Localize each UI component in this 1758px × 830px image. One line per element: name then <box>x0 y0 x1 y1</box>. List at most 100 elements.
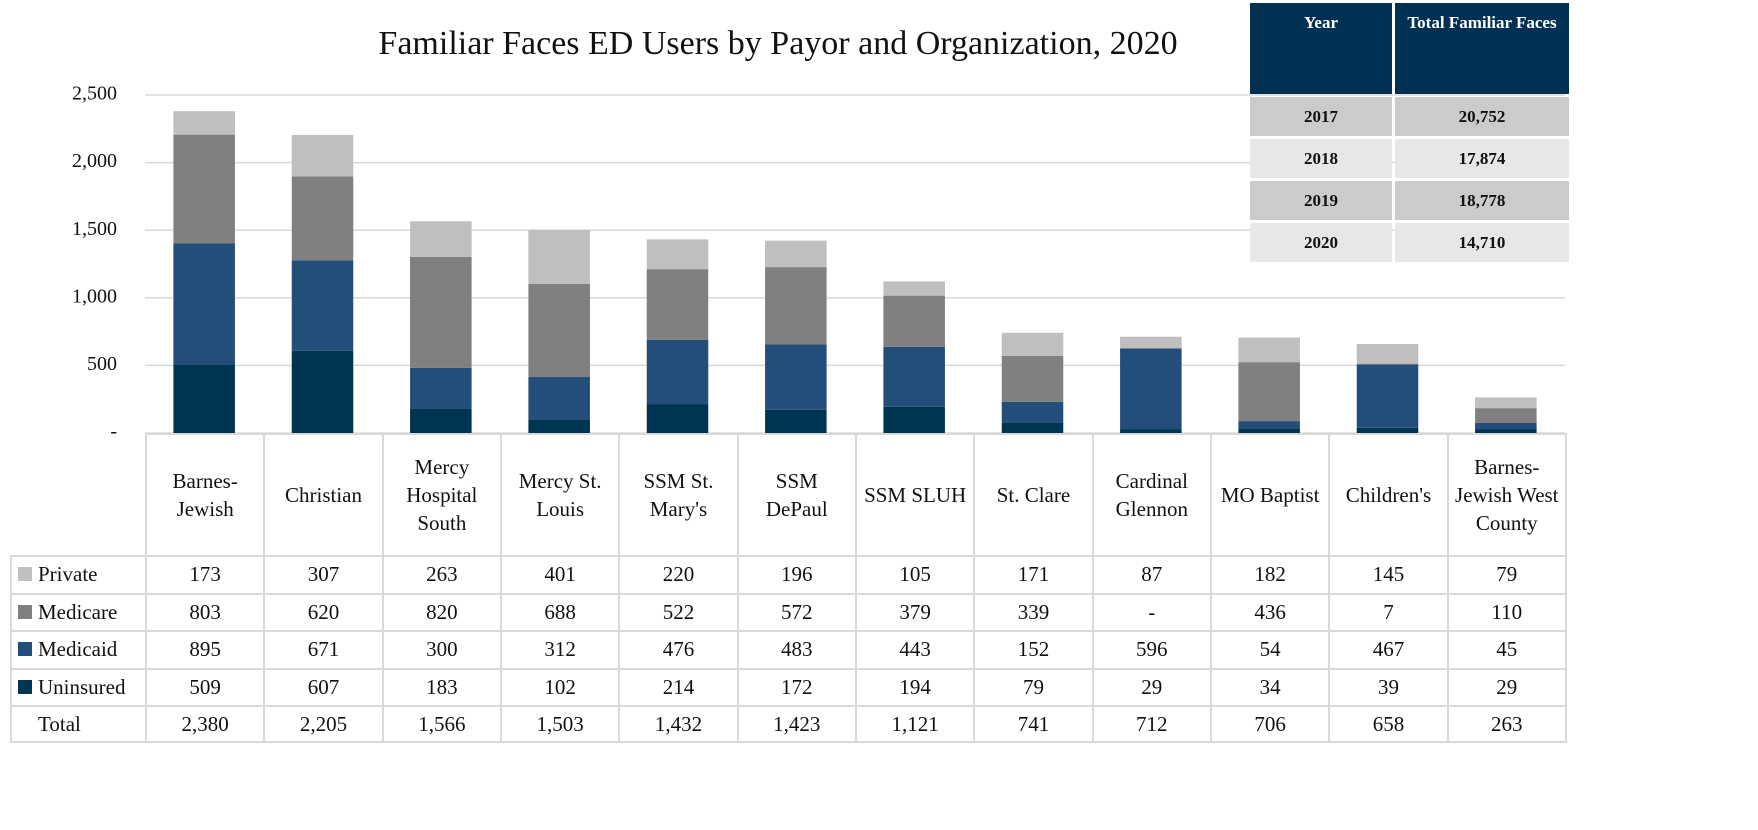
bar-segment <box>1356 344 1419 364</box>
total-cell: 1,121 <box>854 705 976 743</box>
bar-segment <box>883 281 945 296</box>
y-tick-label: 2,000 <box>72 150 117 172</box>
value-cell: 671 <box>263 630 384 670</box>
value-cell: 7 <box>1328 592 1449 632</box>
bar-segment <box>765 267 827 345</box>
bar-segment <box>646 339 709 405</box>
value-cell: 263 <box>381 555 502 595</box>
legend-swatch <box>18 604 32 619</box>
bar-segment <box>1356 427 1419 433</box>
category-label: Mercy Hospital South <box>381 433 502 557</box>
value-cell: 79 <box>1446 555 1567 595</box>
bar-segment <box>528 419 590 433</box>
data-table: Barnes-Jewish Christian Mercy Hospital Sou… <box>10 433 1567 743</box>
y-tick-label: 1,500 <box>72 218 117 240</box>
row-header: Uninsured <box>10 667 147 707</box>
value-cell: 436 <box>1209 592 1331 632</box>
value-cell: 214 <box>618 667 739 707</box>
total-cell: 741 <box>973 705 1094 743</box>
bar-segment <box>173 243 235 365</box>
value-cell: 34 <box>1209 667 1331 707</box>
y-tick-label: 1,000 <box>72 285 117 307</box>
value-cell: 820 <box>381 592 502 632</box>
value-cell: 803 <box>144 592 266 632</box>
bar-segment <box>1475 429 1537 433</box>
bar-segment <box>1120 336 1182 349</box>
series-row: Uninsured 509 607 183 102 214 172 194 79 29 34 39 29 <box>10 667 1567 707</box>
bar-segment <box>1001 355 1064 402</box>
bar-segment <box>1356 364 1419 428</box>
summary-row: 2018 17,874 <box>1250 139 1569 178</box>
summary-row: 2019 18,778 <box>1250 181 1569 220</box>
y-tick-label: 500 <box>87 353 117 375</box>
summary-cell: 20,752 <box>1395 97 1569 136</box>
total-cell: 1,566 <box>381 705 502 743</box>
value-cell: 172 <box>736 667 857 707</box>
value-cell: 196 <box>736 555 857 595</box>
category-label: SSM SLUH <box>854 433 976 557</box>
bar-segment <box>410 256 472 368</box>
bar-segment <box>646 239 709 270</box>
summary-cell: 2020 <box>1250 223 1392 262</box>
value-cell: 379 <box>854 592 976 632</box>
blank-cell <box>11 434 147 556</box>
value-cell: 54 <box>1209 630 1331 670</box>
total-cell: 658 <box>1328 705 1449 743</box>
bar-segment <box>1238 428 1300 433</box>
bar-segment <box>1001 422 1064 433</box>
legend-swatch <box>18 567 32 582</box>
total-cell: 1,432 <box>618 705 739 743</box>
bar-segment <box>173 134 235 244</box>
summary-cell: 17,874 <box>1395 139 1569 178</box>
bar-segment <box>291 350 354 433</box>
summary-cell: 14,710 <box>1395 223 1569 262</box>
value-cell: 688 <box>499 592 621 632</box>
summary-cell: 18,778 <box>1395 181 1569 220</box>
bar-segment <box>1475 397 1537 409</box>
bar-segment <box>1356 363 1419 365</box>
value-cell: 476 <box>618 630 739 670</box>
value-cell: 87 <box>1091 555 1212 595</box>
total-cell: 1,423 <box>736 705 857 743</box>
row-header: Total <box>10 705 147 743</box>
bar-segment <box>765 240 827 268</box>
value-cell: 182 <box>1209 555 1331 595</box>
bar-segment <box>1001 401 1064 423</box>
bar-segment <box>765 409 827 433</box>
value-cell: 895 <box>144 630 266 670</box>
row-header: Medicare <box>10 592 147 632</box>
total-cell: 2,205 <box>263 705 384 743</box>
summary-header-row: Year Total Familiar Faces <box>1250 3 1569 94</box>
category-label: Cardinal Glennon <box>1091 433 1212 557</box>
value-cell: 339 <box>973 592 1094 632</box>
total-cell: 263 <box>1446 705 1567 743</box>
bar-segment <box>1120 429 1182 433</box>
bar-segment <box>291 260 354 351</box>
row-header: Medicaid <box>10 630 147 670</box>
y-tick-label: 2,500 <box>72 83 117 105</box>
legend-label: Medicaid <box>38 637 118 662</box>
bar-segment <box>1238 337 1300 363</box>
category-label: Mercy St. Louis <box>499 433 621 557</box>
series-row: Medicaid 895 671 300 312 476 483 443 152 596 54 467… <box>10 630 1567 670</box>
summary-cell: 2017 <box>1250 97 1392 136</box>
value-cell: 110 <box>1446 592 1567 632</box>
legend-swatch <box>18 642 32 657</box>
row-header: Private <box>10 555 147 595</box>
value-cell: 443 <box>854 630 976 670</box>
summary-table: Year Total Familiar Faces 2017 20,752 2018 17… <box>1247 0 1572 265</box>
total-cell: 2,380 <box>144 705 266 743</box>
bar-segment <box>410 408 472 433</box>
summary-header: Total Familiar Faces <box>1395 3 1569 94</box>
bar-segment <box>173 364 235 433</box>
category-label: SSM St. Mary's <box>618 433 739 557</box>
bar-segment <box>646 404 709 433</box>
value-cell: 522 <box>618 592 739 632</box>
bar-segment <box>1475 408 1537 423</box>
summary-row: 2017 20,752 <box>1250 97 1569 136</box>
value-cell: 620 <box>263 592 384 632</box>
value-cell: 102 <box>499 667 621 707</box>
bar-segment <box>1238 421 1300 429</box>
summary-cell: 2019 <box>1250 181 1392 220</box>
series-row: Private 173 307 263 401 220 196 105 171 87 182 145 7… <box>10 555 1567 595</box>
